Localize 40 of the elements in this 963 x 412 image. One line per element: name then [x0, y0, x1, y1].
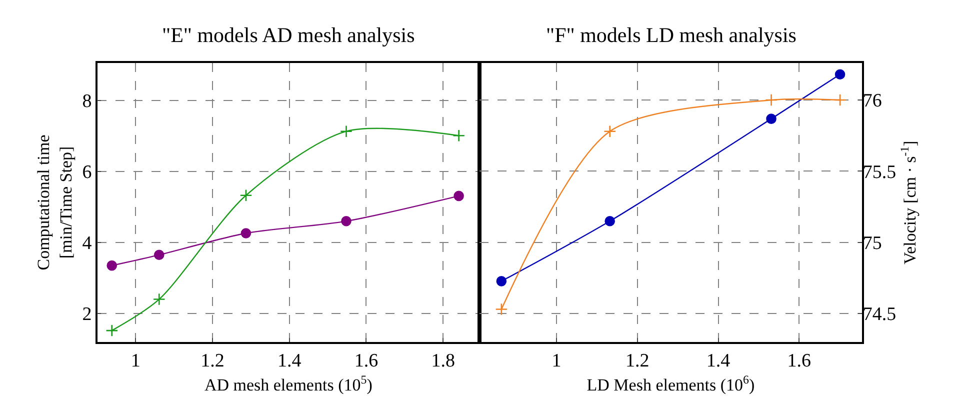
point: [454, 190, 464, 202]
y-tick-label: 2: [82, 304, 92, 326]
y-tick-label: 4: [82, 233, 92, 254]
x-tick-label: 1.4: [706, 350, 731, 372]
point: [340, 125, 352, 138]
point: [240, 228, 252, 238]
point: [766, 114, 776, 124]
x-tick-label: 1.6: [354, 350, 378, 372]
y-tick-label: 6: [82, 162, 92, 184]
x-tick-label: 1: [552, 350, 562, 372]
point: [604, 216, 615, 226]
point: [495, 302, 508, 316]
point: [152, 293, 166, 306]
point: [496, 276, 507, 286]
x-tick-label: 1.2: [625, 350, 650, 372]
point: [834, 69, 846, 80]
point: [106, 260, 118, 271]
y2-tick-label: 74.5: [862, 304, 896, 326]
chart-title: "E" models AD mesh analysis: [162, 23, 415, 47]
x-tick-label: 1.2: [200, 350, 224, 372]
point: [604, 125, 616, 138]
x-tick-label: 1.8: [431, 350, 455, 372]
point: [154, 250, 164, 260]
point: [765, 94, 778, 106]
point: [341, 216, 352, 226]
chart-title: "F" models LD mesh analysis: [546, 23, 796, 47]
x-axis-title: LD Mesh elements (10$^{6}$): [586, 372, 755, 394]
y-tick-label: 8: [82, 90, 92, 112]
x-axis-title: AD mesh elements (10$^{5}$): [204, 372, 372, 394]
point: [240, 189, 252, 202]
x-tick-label: 1.4: [278, 350, 302, 372]
point: [452, 129, 466, 142]
y-axis-title: Computational time [min/Time Step]: [34, 134, 76, 270]
point: [106, 324, 118, 337]
x-tick-label: 1: [130, 350, 140, 372]
x-tick-label: 1.6: [787, 350, 812, 372]
point: [834, 94, 846, 106]
y2-tick-label: 75: [862, 232, 882, 254]
y2-tick-label: 76: [862, 90, 882, 112]
y2-tick-label: 75.5: [862, 162, 896, 183]
